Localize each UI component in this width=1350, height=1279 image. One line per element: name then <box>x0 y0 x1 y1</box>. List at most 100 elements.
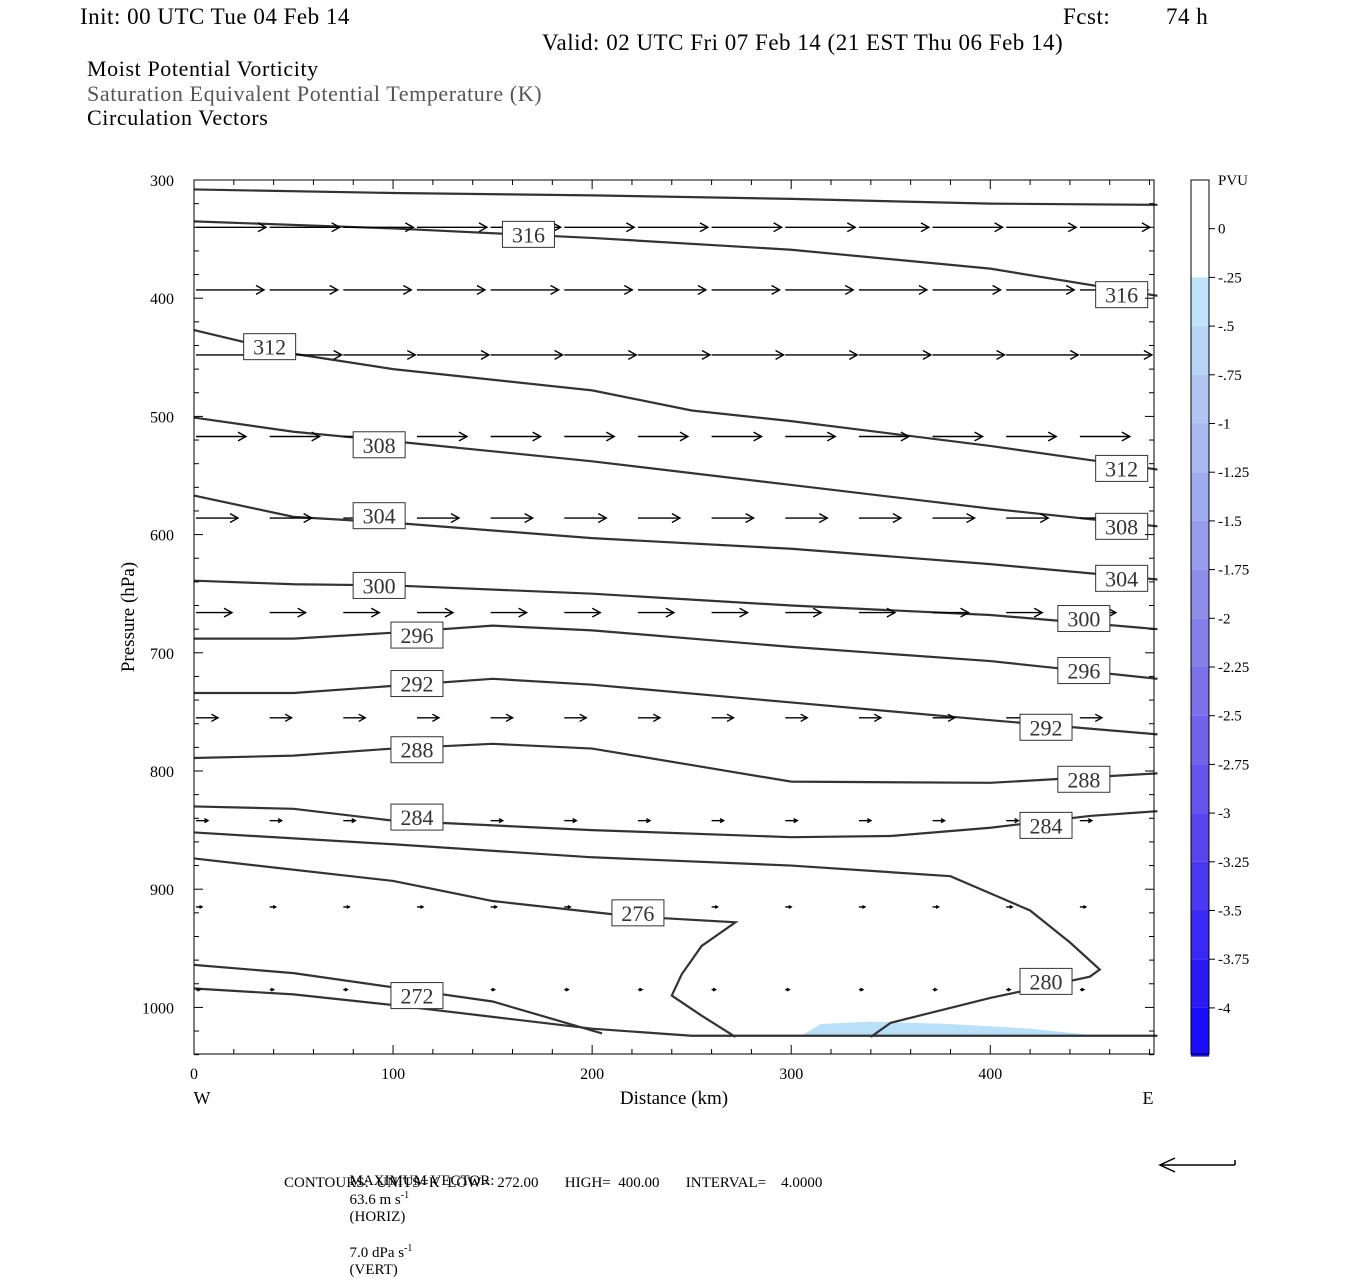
max-vector-horiz: 63.6 m s <box>349 1192 401 1208</box>
y-tick-label: 300 <box>150 173 174 190</box>
theta-contour-316 <box>193 188 1158 206</box>
colorbar-segment <box>1191 277 1209 327</box>
vector-arrowhead <box>873 713 883 723</box>
contour-label: 284 <box>1030 813 1063 838</box>
plot-frame <box>193 179 1155 1055</box>
vector-arrowhead <box>745 513 756 524</box>
colorbar-label: -2.75 <box>1218 757 1249 773</box>
vector-arrowhead <box>518 607 529 618</box>
y-tick-label: 900 <box>150 882 174 899</box>
vector-arrowhead <box>812 607 823 618</box>
vector-arrowhead <box>714 904 720 909</box>
x-axis-label: Distance (km) <box>620 1088 728 1109</box>
vector-arrowhead <box>223 607 234 618</box>
x-tick-label: 100 <box>381 1066 405 1083</box>
vector-arrowhead <box>197 987 202 992</box>
vector-arrowhead <box>1014 818 1020 824</box>
theta-contour-300 <box>193 579 1158 631</box>
vector-arrowhead <box>406 349 417 360</box>
vector-arrowhead <box>329 284 340 295</box>
vector-arrowhead <box>994 222 1005 233</box>
colorbar-segment <box>1191 1007 1209 1057</box>
vector-arrowhead <box>775 349 786 360</box>
vector-arrowhead <box>1087 818 1094 824</box>
theta-contour-276 <box>193 857 739 1038</box>
max-vector-vert-exp: -1 <box>404 1243 413 1254</box>
vector-arrowhead <box>605 431 616 442</box>
vector-arrowhead <box>933 987 939 992</box>
vector-arrowhead <box>1009 904 1014 909</box>
vector-arrowhead <box>450 513 461 524</box>
vector-arrowhead <box>237 431 248 442</box>
vector-arrowhead <box>491 987 497 992</box>
vector-arrowhead <box>572 818 578 824</box>
contour-label: 316 <box>1105 283 1138 308</box>
vector-arrowhead <box>947 713 957 723</box>
vector-arrowhead <box>351 818 357 824</box>
x-tick-label: 200 <box>580 1066 604 1083</box>
contour-label-box <box>390 621 444 649</box>
vector-arrowhead <box>552 222 563 233</box>
theta-contour-304 <box>193 494 1158 581</box>
contour-label-box <box>390 736 444 764</box>
colorbar-label: -3.75 <box>1218 952 1249 968</box>
vector-arrowhead <box>996 349 1007 360</box>
vector-arrowhead <box>786 987 791 992</box>
contour-label-box <box>352 431 406 459</box>
vector-arrowhead <box>935 904 941 909</box>
vector-arrowhead <box>597 513 608 524</box>
vector-arrowhead <box>444 607 455 618</box>
vector-arrowhead <box>480 349 491 360</box>
colorbar-segment <box>1191 374 1209 424</box>
max-vector-vert: 7.0 dPa s <box>349 1245 405 1261</box>
vector-arrowhead <box>255 284 266 295</box>
vector-arrowhead <box>229 513 240 524</box>
forecast-label: Fcst: <box>1063 4 1111 29</box>
colorbar-label: -.75 <box>1218 368 1242 384</box>
vector-arrowhead <box>1067 222 1078 233</box>
vector-arrowhead <box>1121 431 1132 442</box>
vector-arrowhead <box>793 818 799 824</box>
colorbar-frame <box>1190 179 1210 1055</box>
contour-label: 296 <box>400 623 433 648</box>
colorbar-segment <box>1191 569 1209 619</box>
contour-label: 292 <box>400 672 433 697</box>
y-tick-label: 600 <box>150 528 174 545</box>
colorbar-label: -3.5 <box>1218 904 1242 920</box>
x-tick-label: 300 <box>779 1066 803 1083</box>
vector-arrowhead <box>712 987 718 992</box>
y-tick-label: 500 <box>150 409 174 426</box>
colorbar-segment <box>1191 813 1209 862</box>
vector-arrowhead <box>1007 987 1012 992</box>
y-tick-label: 400 <box>150 291 174 308</box>
vector-arrowhead <box>284 713 294 723</box>
vector-arrowhead <box>344 987 349 992</box>
vector-arrowhead <box>505 713 515 723</box>
y-tick-label: 700 <box>150 646 174 663</box>
vector-arrowhead <box>900 431 911 442</box>
theta-contour-284 <box>193 805 1158 839</box>
vector-arrowhead <box>665 607 676 618</box>
vector-arrowhead <box>848 349 859 360</box>
max-vector-vert-tail: (VERT) <box>349 1262 398 1278</box>
colorbar-segment <box>1191 667 1209 716</box>
y-tick-label: 1000 <box>142 1000 174 1017</box>
vector-arrowhead <box>532 431 543 442</box>
vector-arrowhead <box>918 284 929 295</box>
vector-arrowhead <box>1065 284 1076 295</box>
contour-label-box <box>501 220 555 248</box>
vector-arrowhead <box>346 904 351 909</box>
theta-contour-312 <box>193 329 1158 471</box>
vector-arrowhead <box>922 349 933 360</box>
contour-label: 288 <box>400 738 433 763</box>
contour-label: 300 <box>363 573 396 598</box>
contour-label-box <box>1057 605 1111 633</box>
vector-arrowhead <box>420 904 425 909</box>
vector-arrowhead <box>1047 431 1058 442</box>
colorbar-segment <box>1191 326 1209 375</box>
contour-label: 312 <box>253 335 286 360</box>
vector-arrowhead <box>478 222 489 233</box>
colorbar-label: -.25 <box>1218 270 1242 286</box>
vector-arrowhead <box>1039 513 1050 524</box>
vector-arrowhead <box>818 513 829 524</box>
